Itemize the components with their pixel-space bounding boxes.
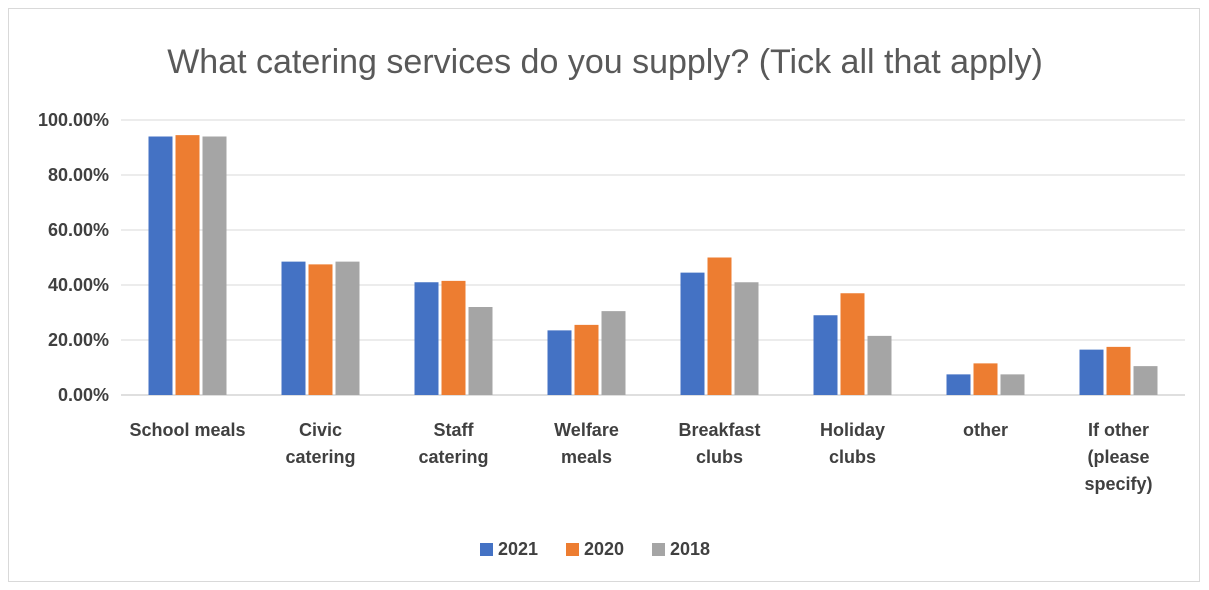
- y-tick-label: 100.00%: [38, 110, 109, 130]
- bar-2018: [335, 261, 360, 395]
- category-label-line: Welfare: [554, 420, 619, 440]
- bar-2018: [202, 136, 227, 395]
- category-label-line: Civic: [299, 420, 342, 440]
- bar-2018: [601, 311, 626, 395]
- legend-swatch-2021: [480, 543, 493, 556]
- x-axis-category-labels: School meals Civic catering Staff catering We…: [129, 420, 1152, 494]
- category-label: Breakfast clubs: [678, 420, 760, 467]
- legend: 2021 2020 2018: [480, 539, 710, 559]
- bar-2021: [281, 261, 306, 395]
- y-tick-label: 60.00%: [48, 220, 109, 240]
- y-tick-label: 40.00%: [48, 275, 109, 295]
- legend-label-2020: 2020: [584, 539, 624, 559]
- y-axis-tick-labels: 0.00% 20.00% 40.00% 60.00% 80.00% 100.00%: [38, 110, 109, 405]
- bar-2020: [574, 324, 599, 395]
- category-label-line: catering: [285, 447, 355, 467]
- category-label-line: specify): [1084, 474, 1152, 494]
- legend-swatch-2020: [566, 543, 579, 556]
- category-label: Welfare meals: [554, 420, 619, 467]
- bar-2021: [680, 272, 705, 395]
- gridlines: [121, 119, 1185, 396]
- bar-2020: [1106, 346, 1131, 395]
- category-label-line: clubs: [696, 447, 743, 467]
- category-label: Holiday clubs: [820, 420, 885, 467]
- bar-2020: [175, 135, 200, 395]
- category-label: other: [963, 420, 1008, 440]
- category-label-line: Holiday: [820, 420, 885, 440]
- y-tick-label: 20.00%: [48, 330, 109, 350]
- bar-2021: [547, 330, 572, 395]
- y-tick-label: 0.00%: [58, 385, 109, 405]
- category-label-line: Breakfast: [678, 420, 760, 440]
- category-label: School meals: [129, 420, 245, 440]
- category-label-line: (please: [1087, 447, 1149, 467]
- bar-2020: [840, 293, 865, 395]
- bar-2020: [707, 257, 732, 395]
- bar-2020: [973, 363, 998, 395]
- category-label-line: If other: [1088, 420, 1149, 440]
- category-label-line: catering: [418, 447, 488, 467]
- category-label: Civic catering: [285, 420, 355, 467]
- bar-2021: [946, 374, 971, 395]
- legend-label-2021: 2021: [498, 539, 538, 559]
- bar-2021: [414, 282, 439, 395]
- category-label-line: other: [963, 420, 1008, 440]
- bar-2021: [148, 136, 173, 395]
- bar-2018: [468, 307, 493, 395]
- y-tick-label: 80.00%: [48, 165, 109, 185]
- category-label: If other (please specify): [1084, 420, 1152, 494]
- bar-2018: [1133, 366, 1158, 395]
- chart-frame: What catering services do you supply? (T…: [8, 8, 1200, 582]
- bar-2018: [1000, 374, 1025, 395]
- category-label-line: Staff: [434, 420, 475, 440]
- bar-2021: [1079, 349, 1104, 395]
- bar-2020: [308, 264, 333, 395]
- chart-title: What catering services do you supply? (T…: [167, 43, 1043, 81]
- legend-swatch-2018: [652, 543, 665, 556]
- bar-chart: What catering services do you supply? (T…: [38, 43, 1185, 559]
- bar-2020: [441, 280, 466, 395]
- bar-2018: [867, 335, 892, 395]
- bars: [148, 135, 1158, 395]
- bar-2021: [813, 315, 838, 395]
- category-label-line: meals: [561, 447, 612, 467]
- category-label: Staff catering: [418, 420, 488, 467]
- bar-2018: [734, 282, 759, 395]
- category-label-line: clubs: [829, 447, 876, 467]
- category-label-line: School meals: [129, 420, 245, 440]
- legend-label-2018: 2018: [670, 539, 710, 559]
